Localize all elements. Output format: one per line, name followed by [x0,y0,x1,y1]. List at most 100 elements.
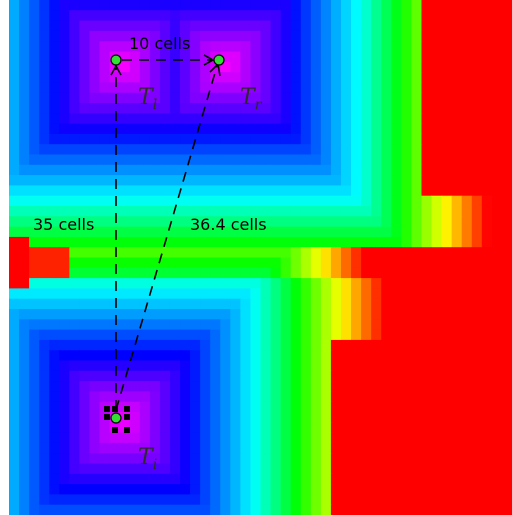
heat-cell [250,442,262,454]
heat-cell [240,350,252,362]
heat-cell [391,412,402,423]
heat-cell [280,298,292,310]
heat-cell [481,288,493,300]
heat-cell [270,51,282,63]
heat-cell [441,381,453,392]
heat-cell [491,473,503,485]
heat-cell [300,154,312,166]
heat-cell [220,216,231,228]
heat-cell [99,164,111,176]
heat-cell [310,412,322,423]
heat-cell [19,401,30,413]
heat-cell [250,123,262,135]
heat-cell [169,432,181,444]
heat-cell [59,339,70,351]
heat-cell [129,247,141,259]
heat-cell [79,391,91,403]
heat-cell [49,329,60,341]
heat-cell [391,257,402,269]
heat-cell [159,61,171,73]
heat-cell [481,0,493,11]
heat-cell [129,494,141,506]
heat-cell [330,226,342,238]
heat-cell [351,391,362,403]
heat-cell [190,82,201,94]
heat-cell [89,72,101,83]
heat-cell [381,329,392,341]
heat-cell [149,0,161,11]
heat-cell [471,41,483,53]
heat-cell [451,257,463,269]
heat-cell [129,504,141,515]
heat-cell [250,257,262,269]
heat-cell [19,350,30,362]
heat-cell [190,370,201,382]
heat-cell [260,123,272,135]
heat-cell [421,319,433,331]
heat-cell [441,298,453,310]
heat-cell [461,381,473,392]
heat-cell [200,185,211,197]
heat-cell [250,432,262,444]
heat-cell [391,10,402,22]
heat-cell [461,391,473,403]
heat-cell [451,113,463,125]
heat-cell [240,360,252,372]
heat-cell [29,51,40,63]
heat-cell [391,432,402,444]
heat-cell [330,20,342,32]
heat-cell [260,463,272,475]
heat-cell [431,123,443,135]
heat-cell [59,195,70,207]
heat-cell [230,41,241,53]
heat-cell [39,278,50,289]
heat-cell [411,82,423,94]
heat-cell [381,92,392,104]
heat-cell [471,504,483,515]
heat-cell [149,350,161,362]
heat-cell [270,257,282,269]
heat-cell [411,309,423,320]
heat-cell [320,144,332,156]
heat-cell [340,257,352,269]
heat-cell [89,329,101,341]
heat-cell [39,113,50,125]
heat-cell [381,339,392,351]
heat-cell [371,339,382,351]
heat-cell [159,422,171,434]
heat-cell [159,278,171,289]
heat-cell [290,422,302,434]
heat-cell [451,319,463,331]
heat-cell [139,484,151,495]
heat-cell [190,360,201,372]
heat-cell [351,360,362,372]
heat-cell [250,0,262,11]
heat-cell [210,185,221,197]
heat-cell [391,144,402,156]
heat-cell [49,278,60,289]
heat-cell [129,61,141,73]
heat-cell [290,113,302,125]
heat-cell [29,30,40,42]
heat-cell [391,381,402,392]
heat-cell [149,206,161,217]
heat-cell [89,298,101,310]
heat-cell [330,370,342,382]
heat-cell [9,123,20,135]
heat-cell [79,401,91,413]
heat-cell [89,473,101,485]
heat-cell [109,463,121,475]
heat-cell [361,185,372,197]
heat-cell [431,329,443,341]
heat-cell [290,432,302,444]
heat-cell [421,350,433,362]
heat-cell [300,288,312,300]
heat-cell [180,432,191,444]
obstacle-square [104,414,110,420]
heat-cell [381,72,392,83]
heat-cell [49,391,60,403]
heat-cell [220,206,231,217]
heat-cell [371,298,382,310]
heat-cell [300,391,312,403]
heat-cell [451,453,463,465]
